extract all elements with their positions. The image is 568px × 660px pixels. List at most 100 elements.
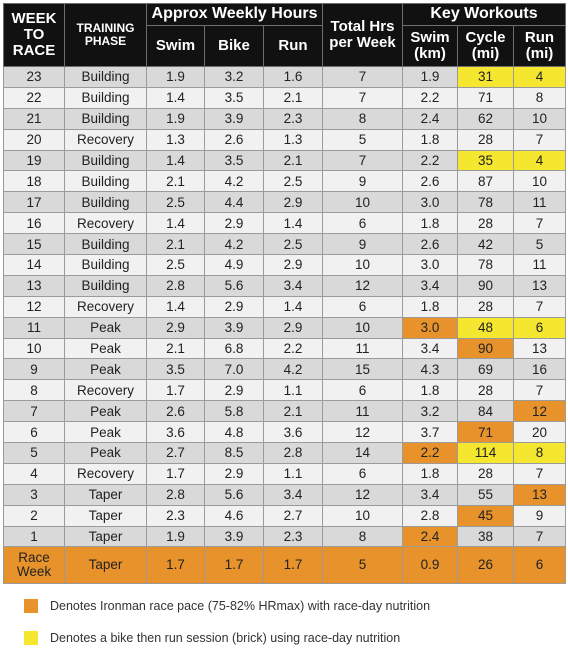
run-hours-cell: 2.5 (263, 233, 323, 256)
total-hours-cell: 9 (322, 233, 403, 256)
total-hours-cell: 6 (322, 212, 403, 235)
run-hours-cell: 2.2 (263, 337, 323, 360)
header-training-phase-label: TRAINING PHASE (76, 21, 135, 48)
table-row: 17 Building 2.5 4.4 2.9 10 3.0 78 11 (3, 191, 566, 214)
key-cycle-cell: 84 (457, 400, 514, 423)
total-hours-cell: 10 (322, 191, 403, 214)
key-cycle-cell: 78 (457, 254, 514, 276)
table-row: 22 Building 1.4 3.5 2.1 7 2.2 71 8 (3, 86, 566, 109)
total-hours-cell: 10 (322, 504, 403, 527)
key-swim-cell: 3.0 (402, 254, 458, 276)
key-swim-cell: 3.0 (402, 316, 458, 339)
week-cell: 5 (3, 442, 65, 464)
race-week-swim: 1.7 (146, 546, 205, 585)
table-header: WEEK TO RACE TRAINING PHASE Approx Weekl… (3, 3, 566, 67)
week-cell: 3 (3, 483, 65, 506)
swim-hours-cell: 1.3 (146, 128, 205, 151)
key-swim-cell: 2.2 (402, 149, 458, 172)
table-row: 7 Peak 2.6 5.8 2.1 11 3.2 84 12 (3, 400, 566, 423)
run-hours-cell: 2.9 (263, 254, 323, 276)
bike-hours-cell: 3.2 (204, 66, 264, 88)
key-cycle-cell: 69 (457, 358, 514, 381)
run-hours-cell: 2.9 (263, 316, 323, 339)
swim-hours-cell: 2.8 (146, 274, 205, 297)
header-training-phase: TRAINING PHASE (64, 3, 147, 67)
week-cell: 18 (3, 170, 65, 193)
phase-cell: Recovery (64, 462, 147, 485)
swim-hours-cell: 2.8 (146, 483, 205, 506)
race-week-key-run: 6 (513, 546, 566, 585)
bike-hours-cell: 7.0 (204, 358, 264, 381)
key-swim-cell: 4.3 (402, 358, 458, 381)
header-key-run-label: Run (mi) (524, 29, 555, 62)
header-run: Run (263, 25, 323, 67)
phase-cell: Building (64, 170, 147, 193)
swim-hours-cell: 2.1 (146, 337, 205, 360)
phase-cell: Recovery (64, 128, 147, 151)
key-run-cell: 10 (513, 107, 566, 130)
bike-hours-cell: 4.6 (204, 504, 264, 527)
legend-brick-session-text: Denotes a bike then run session (brick) … (50, 631, 401, 645)
total-hours-cell: 5 (322, 128, 403, 151)
phase-cell: Building (64, 86, 147, 109)
week-cell: 23 (3, 66, 65, 88)
key-run-cell: 11 (513, 191, 566, 214)
bike-hours-cell: 4.4 (204, 191, 264, 214)
phase-cell: Peak (64, 316, 147, 339)
header-total-hours-label: Total Hrs per Week (329, 18, 396, 51)
key-run-cell: 7 (513, 462, 566, 485)
bike-hours-cell: 2.9 (204, 295, 264, 318)
run-hours-cell: 4.2 (263, 358, 323, 381)
phase-cell: Taper (64, 504, 147, 527)
phase-cell: Taper (64, 483, 147, 506)
key-swim-cell: 2.6 (402, 170, 458, 193)
header-total-hours: Total Hrs per Week (322, 3, 403, 67)
table-row: 15 Building 2.1 4.2 2.5 9 2.6 42 5 (3, 233, 566, 256)
key-cycle-cell: 35 (457, 149, 514, 172)
table-row: 12 Recovery 1.4 2.9 1.4 6 1.8 28 7 (3, 295, 566, 318)
key-swim-cell: 3.0 (402, 191, 458, 214)
total-hours-cell: 8 (322, 525, 403, 548)
header-week-to-race-label: WEEK TO RACE (11, 10, 57, 59)
week-cell: 1 (3, 525, 65, 548)
swim-hours-cell: 1.7 (146, 462, 205, 485)
race-week-phase: Taper (64, 546, 147, 585)
key-run-cell: 4 (513, 66, 566, 88)
key-run-cell: 10 (513, 170, 566, 193)
table-row: 18 Building 2.1 4.2 2.5 9 2.6 87 10 (3, 170, 566, 193)
bike-hours-cell: 4.2 (204, 233, 264, 256)
table-body: 23 Building 1.9 3.2 1.6 7 1.9 31 4 22 Building 1.4 3… (3, 66, 566, 548)
phase-cell: Building (64, 274, 147, 297)
phase-cell: Building (64, 66, 147, 88)
bike-hours-cell: 2.9 (204, 379, 264, 402)
bike-hours-cell: 5.8 (204, 400, 264, 423)
total-hours-cell: 8 (322, 107, 403, 130)
bike-hours-cell: 4.9 (204, 254, 264, 276)
run-hours-cell: 2.5 (263, 170, 323, 193)
run-hours-cell: 1.4 (263, 212, 323, 235)
swim-hours-cell: 3.5 (146, 358, 205, 381)
key-cycle-cell: 90 (457, 274, 514, 297)
key-cycle-cell: 28 (457, 295, 514, 318)
total-hours-cell: 7 (322, 66, 403, 88)
phase-cell: Peak (64, 337, 147, 360)
header-key-swim-label: Swim (km) (410, 29, 450, 62)
header-bike: Bike (204, 25, 264, 67)
key-run-cell: 16 (513, 358, 566, 381)
bike-hours-cell: 3.9 (204, 107, 264, 130)
run-hours-cell: 3.4 (263, 483, 323, 506)
race-week-bike: 1.7 (204, 546, 264, 585)
key-swim-cell: 3.2 (402, 400, 458, 423)
table-row: 21 Building 1.9 3.9 2.3 8 2.4 62 10 (3, 107, 566, 130)
key-swim-cell: 3.4 (402, 274, 458, 297)
key-cycle-cell: 62 (457, 107, 514, 130)
table-row: 1 Taper 1.9 3.9 2.3 8 2.4 38 7 (3, 525, 566, 548)
key-swim-cell: 2.4 (402, 525, 458, 548)
key-swim-cell: 3.4 (402, 337, 458, 360)
key-cycle-cell: 42 (457, 233, 514, 256)
key-cycle-cell: 28 (457, 379, 514, 402)
header-key-cycle-label: Cycle (mi) (465, 29, 506, 62)
key-run-cell: 12 (513, 400, 566, 423)
key-cycle-cell: 90 (457, 337, 514, 360)
key-cycle-cell: 28 (457, 462, 514, 485)
